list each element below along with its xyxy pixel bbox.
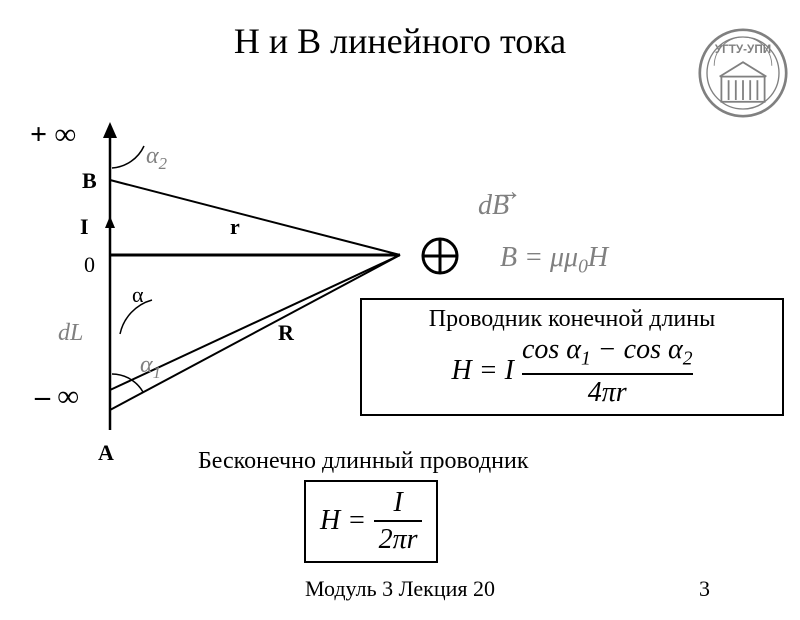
dB-vector-label: d B→ — [478, 190, 509, 222]
R-label: R — [278, 320, 294, 346]
current-I-label: I — [80, 214, 89, 240]
alpha-label: α — [132, 282, 144, 308]
minus-infinity-label: – ∞ — [35, 380, 79, 414]
svg-text:УГТУ-УПИ: УГТУ-УПИ — [715, 43, 771, 56]
alpha1-label: α1 — [140, 352, 161, 383]
origin-zero-label: 0 — [84, 252, 95, 278]
dL-label: dL — [58, 320, 83, 347]
infinite-conductor-equation: H = I 2πr — [320, 488, 422, 555]
point-A-label: A — [98, 440, 114, 466]
university-logo: УГТУ-УПИ — [698, 28, 788, 118]
plus-infinity-label: + ∞ — [30, 118, 76, 152]
infinite-conductor-title: Бесконечно длинный проводник — [198, 448, 529, 475]
finite-conductor-box: Проводник конечной длины H = I cos α1 − … — [360, 298, 784, 416]
footer-text: Модуль 3 Лекция 20 — [0, 576, 800, 602]
finite-conductor-title: Проводник конечной длины — [376, 306, 768, 333]
finite-conductor-equation: H = I cos α1 − cos α2 4πr — [376, 335, 768, 408]
slide-title: H и B линейного тока — [0, 20, 800, 62]
infinite-conductor-box: H = I 2πr — [304, 480, 438, 563]
point-B-label: B — [82, 168, 97, 194]
alpha2-label: α2 — [146, 143, 167, 174]
field-into-page-icon — [420, 236, 460, 276]
r-label: r — [230, 214, 240, 240]
page-number: 3 — [699, 576, 710, 602]
B-mu-equation: B = μμ0H — [500, 242, 608, 279]
